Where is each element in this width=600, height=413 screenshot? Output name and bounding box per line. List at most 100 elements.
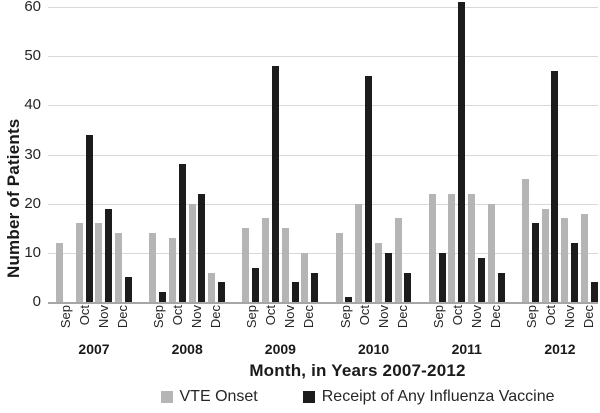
year-group-2011 bbox=[428, 2, 505, 302]
month-label-nov-2010: Nov bbox=[375, 305, 391, 329]
x-axis-labels: Sep Oct Nov Dec 2007 Sep Oct Nov Dec 2008 Sep Oct No… bbox=[48, 305, 598, 357]
year-label-2012: 2012 bbox=[544, 341, 576, 357]
bar-vaccine-2011-nov bbox=[477, 257, 485, 302]
bar-vte-2007-dec bbox=[115, 233, 123, 302]
y-tick-20: 20 bbox=[24, 194, 41, 212]
bar-vaccine-2009-nov bbox=[291, 282, 299, 302]
gridline-40 bbox=[48, 105, 598, 107]
year-label-2010: 2010 bbox=[357, 341, 390, 357]
bar-vte-2012-nov bbox=[561, 218, 569, 302]
month-cell: Nov bbox=[560, 305, 579, 337]
x-group-2007: Sep Oct Nov Dec 2007 bbox=[56, 305, 132, 357]
month-cell: Sep bbox=[56, 305, 75, 337]
bar-vaccine-2010-oct bbox=[365, 75, 373, 302]
vte-onset-swatch-icon bbox=[160, 391, 173, 403]
month-label-nov-2008: Nov bbox=[189, 305, 205, 329]
month-cell: Dec bbox=[579, 305, 598, 337]
legend-item-vte-onset: VTE Onset bbox=[160, 388, 258, 406]
bar-vte-2011-dec bbox=[487, 203, 495, 302]
month-cell: Dec bbox=[486, 305, 505, 337]
month-cell: Oct bbox=[168, 305, 187, 337]
bar-vte-2010-sep bbox=[335, 233, 343, 302]
bar-vaccine-2010-dec bbox=[404, 272, 412, 302]
month-label-dec-2008: Dec bbox=[208, 305, 224, 329]
month-cell: Oct bbox=[261, 305, 280, 337]
bar-vte-2010-nov bbox=[374, 243, 382, 302]
month-cell: Oct bbox=[355, 305, 374, 337]
bar-vaccine-2008-oct bbox=[178, 164, 186, 302]
bar-vte-2008-nov bbox=[188, 203, 196, 302]
month-cell: Oct bbox=[541, 305, 560, 337]
influenza-vaccine-swatch-icon bbox=[302, 391, 315, 403]
year-label-2007: 2007 bbox=[78, 341, 110, 357]
bar-vte-2007-oct bbox=[75, 223, 83, 302]
month-label-oct-2012: Oct bbox=[542, 305, 558, 326]
x-group-2011: Sep Oct Nov Dec 2011 bbox=[429, 305, 505, 357]
bar-vte-2011-sep bbox=[428, 193, 436, 302]
month-cell: Nov bbox=[280, 305, 299, 337]
year-group-2007 bbox=[56, 7, 132, 302]
gridline-20 bbox=[48, 203, 598, 205]
x-axis-title: Month, in Years 2007-2012 bbox=[249, 361, 466, 380]
y-tick-0: 0 bbox=[32, 293, 41, 310]
month-label-oct-2010: Oct bbox=[356, 305, 372, 326]
month-cell: Nov bbox=[187, 305, 206, 337]
x-group-2010: Sep Oct Nov Dec 2010 bbox=[336, 305, 412, 357]
x-axis-title-wrap: Month, in Years 2007-2012 bbox=[115, 361, 600, 381]
bar-vte-2012-oct bbox=[541, 208, 549, 302]
bar-vaccine-2009-oct bbox=[271, 66, 279, 302]
year-label-2011: 2011 bbox=[451, 341, 482, 357]
bar-vaccine-2009-sep bbox=[252, 267, 260, 302]
bar-vaccine-2007-nov bbox=[105, 208, 113, 302]
legend-label-vte-onset: VTE Onset bbox=[179, 388, 258, 405]
gridline-60 bbox=[48, 7, 598, 8]
month-cell: Sep bbox=[336, 305, 355, 337]
month-label-nov-2007: Nov bbox=[96, 305, 111, 329]
month-label-dec-2010: Dec bbox=[394, 305, 410, 329]
bar-vaccine-2012-oct bbox=[551, 70, 559, 302]
month-cell: Sep bbox=[149, 305, 168, 337]
bar-vaccine-2010-nov bbox=[384, 252, 392, 302]
month-cell: Oct bbox=[75, 305, 94, 337]
plot-area: 0 10 20 30 40 50 60 bbox=[24, 0, 598, 310]
month-label-dec-2012: Dec bbox=[580, 305, 596, 329]
bar-vte-2009-oct bbox=[262, 218, 270, 302]
bar-vte-2008-dec bbox=[208, 272, 216, 302]
month-label-oct-2008: Oct bbox=[170, 305, 186, 326]
month-label-sep-2011: Sep bbox=[430, 305, 446, 329]
bar-vaccine-2012-dec bbox=[590, 282, 598, 302]
bar-vte-2012-dec bbox=[581, 213, 588, 302]
bar-vaccine-2010-sep bbox=[345, 297, 353, 302]
month-cell: Nov bbox=[94, 305, 113, 337]
bar-vte-2011-nov bbox=[468, 193, 476, 302]
bar-vaccine-2012-sep bbox=[531, 223, 539, 302]
bar-vaccine-2008-sep bbox=[159, 292, 167, 302]
bar-vaccine-2008-dec bbox=[218, 282, 226, 302]
month-label-nov-2009: Nov bbox=[282, 305, 298, 329]
bar-vte-2007-sep bbox=[56, 243, 63, 302]
legend: VTE Onset Receipt of Any Influenza Vacci… bbox=[115, 388, 600, 406]
bar-vaccine-2011-sep bbox=[438, 252, 446, 302]
year-label-2008: 2008 bbox=[171, 341, 203, 357]
bar-vte-2010-dec bbox=[394, 218, 402, 302]
legend-item-influenza-vaccine: Receipt of Any Influenza Vaccine bbox=[302, 388, 554, 406]
gridline-50 bbox=[48, 56, 598, 58]
month-cell: Dec bbox=[206, 305, 225, 337]
bar-vte-2007-nov bbox=[95, 223, 103, 302]
month-cell: Dec bbox=[299, 305, 318, 337]
y-tick-10: 10 bbox=[24, 243, 41, 261]
x-group-2008: Sep Oct Nov Dec 2008 bbox=[149, 305, 225, 357]
month-cell: Nov bbox=[374, 305, 393, 337]
month-label-nov-2012: Nov bbox=[561, 305, 577, 329]
year-group-2012 bbox=[521, 7, 598, 302]
month-label-dec-2011: Dec bbox=[487, 305, 503, 329]
bars-container bbox=[48, 2, 598, 302]
month-cell: Sep bbox=[429, 305, 448, 337]
month-label-dec-2009: Dec bbox=[301, 305, 317, 329]
bar-vaccine-2011-dec bbox=[497, 272, 505, 302]
y-tick-40: 40 bbox=[24, 96, 41, 114]
year-group-2008 bbox=[149, 7, 226, 302]
bar-vte-2009-dec bbox=[301, 252, 309, 302]
bar-vte-2008-oct bbox=[168, 238, 176, 302]
